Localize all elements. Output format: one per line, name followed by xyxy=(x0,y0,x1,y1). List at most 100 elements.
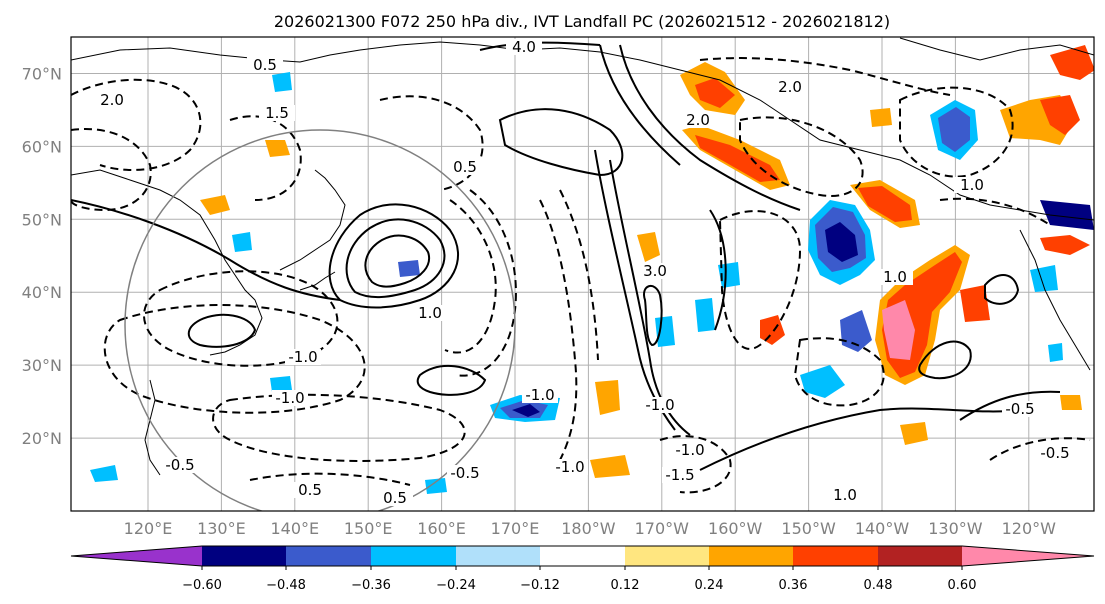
contour-label: 4.0 xyxy=(512,38,536,56)
contour-label-bg xyxy=(642,397,678,413)
contour-label-bg xyxy=(447,465,483,481)
colorbar-bin xyxy=(371,546,456,566)
colorbar-bin xyxy=(793,546,878,566)
contour-label: 1.0 xyxy=(833,486,857,504)
contour-label: -0.5 xyxy=(1005,400,1034,418)
contour-label: -0.5 xyxy=(1040,444,1069,462)
contour-label: -1.0 xyxy=(645,396,674,414)
lon-tick-label: 170°W xyxy=(635,519,690,538)
lon-tick-label: 150°E xyxy=(344,519,393,538)
contour-label: 1.5 xyxy=(265,104,289,122)
colorbar-tick-label: 0.12 xyxy=(611,578,640,593)
lat-tick-label: 50°N xyxy=(22,210,62,229)
contour-label-bg xyxy=(259,105,295,121)
lon-tick-label: 130°W xyxy=(928,519,983,538)
contour-label: -0.5 xyxy=(450,464,479,482)
colorbar-tick-label: −0.12 xyxy=(520,578,560,593)
contour-label-bg xyxy=(772,79,808,95)
map-panel: 4.0 2.0 0.5 1.5 2.0 0.5 0.5 -1.0 -1.0 -0.5 -1.0 -1.… xyxy=(70,36,1095,512)
contour-label-bg xyxy=(877,269,913,285)
lat-tick-label: 30°N xyxy=(22,356,62,375)
contour-label-bg xyxy=(954,177,990,193)
colorbar-bin xyxy=(878,546,962,566)
colorbar-tick-label: 0.24 xyxy=(695,578,724,593)
contour-label-bg xyxy=(94,92,130,108)
contour-label-bg xyxy=(377,490,413,506)
colorbar-tick-label: −0.48 xyxy=(266,578,306,593)
contour-label: 2.0 xyxy=(100,91,124,109)
shading-warm xyxy=(200,45,1094,478)
lon-tick-label: 160°W xyxy=(708,519,763,538)
colorbar-tick-label: −0.36 xyxy=(351,578,391,593)
contour-label-bg xyxy=(552,459,588,475)
contour-label: 1.0 xyxy=(960,176,984,194)
contour-label-bg xyxy=(637,263,673,279)
colorbar-tick-label: 0.36 xyxy=(779,578,808,593)
contour-label: 2.0 xyxy=(686,111,710,129)
contour-label: 0.5 xyxy=(253,56,277,74)
lon-tick-label: 170°E xyxy=(491,519,540,538)
lon-tick-label: 180°W xyxy=(561,519,616,538)
lat-tick-label: 70°N xyxy=(22,64,62,83)
map-frame xyxy=(70,36,1095,512)
lat-tick-label: 60°N xyxy=(22,137,62,156)
contour-label-bg xyxy=(680,112,716,128)
contour-label: 1.0 xyxy=(418,304,442,322)
colorbar-tick-label: 0.60 xyxy=(948,578,977,593)
colorbar-bin xyxy=(286,546,371,566)
colorbar-tick-label: −0.60 xyxy=(182,578,222,593)
lon-tick-label: 140°E xyxy=(270,519,319,538)
contour-label: 0.5 xyxy=(383,489,407,507)
colorbar-bin xyxy=(540,546,625,566)
colorbar-tick-label: 0.48 xyxy=(864,578,893,593)
colorbar-ticks: −0.60 −0.48 −0.36 −0.24 −0.12 0.12 0.24 0.36 0.4… xyxy=(182,566,976,593)
colorbar-bin xyxy=(456,546,540,566)
contour-label-bg xyxy=(247,57,283,73)
colorbar-tick-label: −0.24 xyxy=(436,578,476,593)
contour-label: -0.5 xyxy=(165,456,194,474)
latitude-labels: 70°N 60°N 50°N 40°N 30°N 20°N xyxy=(22,64,62,448)
contour-label-bg xyxy=(272,390,308,406)
landfall-circle xyxy=(124,129,516,511)
lon-tick-label: 120°W xyxy=(1002,519,1057,538)
lon-tick-label: 150°W xyxy=(781,519,836,538)
contour-label: 1.0 xyxy=(883,268,907,286)
contour-label: -1.0 xyxy=(288,348,317,366)
contour-label-bg xyxy=(285,349,321,365)
colorbar-bin xyxy=(202,546,286,566)
contour-label-bg xyxy=(522,387,558,403)
contour-label-bg xyxy=(447,159,483,175)
colorbar-bin xyxy=(625,546,709,566)
contour-label: -1.0 xyxy=(555,458,584,476)
contour-label: 0.5 xyxy=(298,481,322,499)
contour-label-bg xyxy=(672,442,708,458)
contour-label-bg xyxy=(162,457,198,473)
colorbar-bin xyxy=(709,546,793,566)
contour-label: 2.0 xyxy=(778,78,802,96)
colorbar-extend-high xyxy=(962,546,1094,566)
contour-label: -1.0 xyxy=(675,441,704,459)
contour-labels: 4.0 2.0 0.5 1.5 2.0 0.5 0.5 -1.0 -1.0 -0.5 -1.0 -1.… xyxy=(94,38,1073,507)
lat-tick-label: 20°N xyxy=(22,429,62,448)
colorbar xyxy=(70,545,1095,567)
colorbar-extend-low xyxy=(71,546,202,566)
lat-tick-label: 40°N xyxy=(22,283,62,302)
contour-label-bg xyxy=(292,482,328,498)
contour-label: 3.0 xyxy=(643,262,667,280)
contour-label-bg xyxy=(506,39,542,55)
contours-positive xyxy=(71,41,1061,471)
lon-tick-label: 160°E xyxy=(417,519,466,538)
contour-label: -1.0 xyxy=(525,386,554,404)
contour-label-bg xyxy=(412,305,448,321)
lon-tick-label: 120°E xyxy=(124,519,173,538)
contour-label-bg xyxy=(662,467,698,483)
contour-label-bg xyxy=(827,487,863,503)
contour-label-bg xyxy=(1002,401,1038,417)
contour-label-bg xyxy=(1037,445,1073,461)
shading-cool xyxy=(90,72,1094,494)
lon-tick-label: 140°W xyxy=(855,519,910,538)
contour-label: -1.5 xyxy=(665,466,694,484)
map-title: 2026021300 F072 250 hPa div., IVT Landfa… xyxy=(274,12,890,31)
lon-tick-label: 130°E xyxy=(197,519,246,538)
